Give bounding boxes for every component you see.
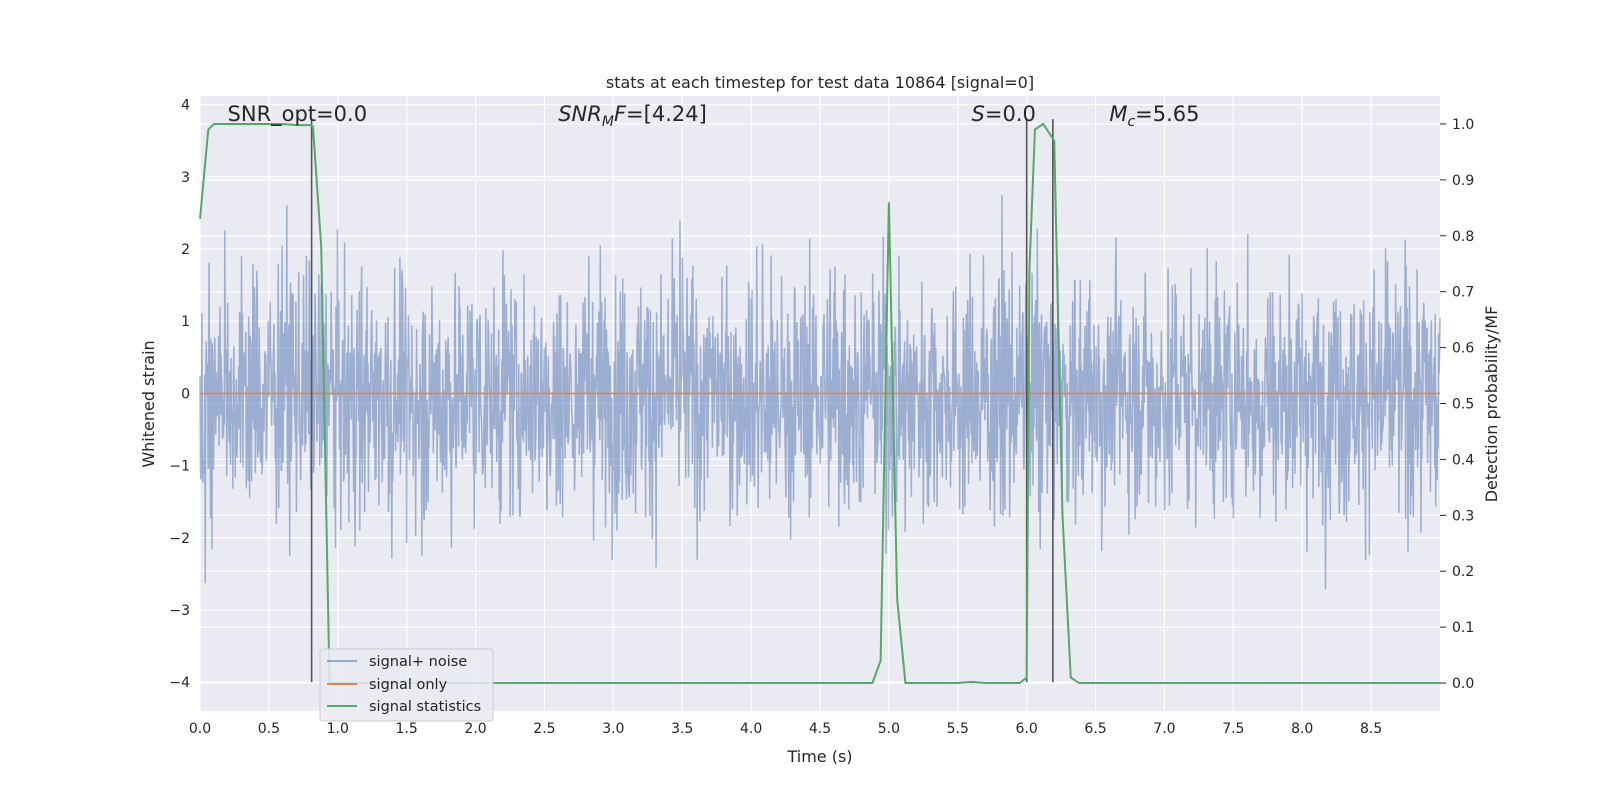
- noise-line: [199, 195, 1441, 590]
- legend-box: [319, 648, 494, 722]
- y2-tick-label: 0.0: [1452, 676, 1474, 692]
- legend-label-signal-noise: signal+ noise: [369, 654, 467, 670]
- x-tick-label: 4.5: [809, 721, 831, 737]
- legend: signal+ noise signal only signal statist…: [319, 648, 494, 722]
- x-tick-label: 2.0: [464, 721, 486, 737]
- x-tick-label: 2.5: [533, 721, 555, 737]
- y-tick-label: −4: [169, 675, 190, 691]
- x-tick-label: 8.0: [1291, 721, 1313, 737]
- y2-tick-label: 0.8: [1452, 229, 1474, 245]
- y-axis-label: Whitened strain: [139, 340, 158, 467]
- x-tick-label: 3.0: [602, 721, 624, 737]
- legend-label-signal-statistics: signal statistics: [369, 699, 481, 715]
- y2-tick-label: 0.9: [1452, 173, 1474, 189]
- legend-label-signal-only: signal only: [369, 677, 448, 693]
- y-tick-label: 4: [181, 98, 190, 114]
- y2-tick-label: 0.6: [1452, 341, 1474, 357]
- y2-tick-label: 0.3: [1452, 508, 1474, 524]
- x-tick-label: 5.5: [947, 721, 969, 737]
- x-tick-label: 4.0: [740, 721, 762, 737]
- y-tick-label: 3: [181, 170, 190, 186]
- x-tick-label: 7.5: [1222, 721, 1244, 737]
- annotation: SNR_opt=0.0: [228, 102, 368, 127]
- x-tick-label: 7.0: [1153, 721, 1175, 737]
- y2-tick-label: 0.1: [1452, 620, 1474, 636]
- x-tick-label: 5.0: [878, 721, 900, 737]
- y-tick-label: −2: [169, 531, 190, 547]
- y-tick-label: 2: [181, 242, 190, 258]
- series-signal-noise: [199, 195, 1441, 590]
- y2-axis-label: Detection probability/MF: [1482, 306, 1501, 503]
- y-tick-label: −3: [169, 603, 190, 619]
- y2-tick-label: 0.7: [1452, 285, 1474, 301]
- y2-tick-label: 1.0: [1452, 117, 1474, 133]
- x-axis-label: Time (s): [786, 747, 852, 766]
- x-tick-label: 3.5: [671, 721, 693, 737]
- y-axis-ticks: −4 −3 −2 −1 0 1 2 3 4: [169, 98, 190, 691]
- chart-title: stats at each timestep for test data 108…: [606, 73, 1034, 92]
- x-tick-label: 6.0: [1016, 721, 1038, 737]
- y2-axis-ticks: 0.0 0.1 0.2 0.3 0.4 0.5 0.6 0.7 0.8 0.9 1.0: [1440, 117, 1474, 692]
- y-tick-label: 1: [181, 314, 190, 330]
- annotation: SNRMF=[4.24]: [558, 102, 707, 130]
- x-tick-label: 1.0: [327, 721, 349, 737]
- y2-tick-label: 0.2: [1452, 564, 1474, 580]
- x-tick-label: 8.5: [1360, 721, 1382, 737]
- y-tick-label: 0: [181, 386, 190, 402]
- annotation: Mc=5.65: [1109, 102, 1199, 130]
- x-tick-label: 0.5: [258, 721, 280, 737]
- x-tick-label: 6.5: [1084, 721, 1106, 737]
- x-tick-label: 0.0: [189, 721, 211, 737]
- series-signal-statistics: [199, 122, 1440, 685]
- y-tick-label: −1: [169, 459, 190, 475]
- annotation: S=0.0: [972, 102, 1036, 126]
- x-axis-ticks: 0.0 0.5 1.0 1.5 2.0 2.5 3.0 3.5 4.0 4.5 5.0 5.5 6.0 6…: [189, 721, 1382, 737]
- signal-statistics-line: [199, 122, 1440, 685]
- x-tick-label: 1.5: [396, 721, 418, 737]
- y2-tick-label: 0.5: [1452, 397, 1474, 413]
- y2-tick-label: 0.4: [1452, 452, 1474, 468]
- annotations: SNR_opt=0.0 SNRMF=[4.24] S=0.0 Mc=5.65: [228, 102, 1200, 130]
